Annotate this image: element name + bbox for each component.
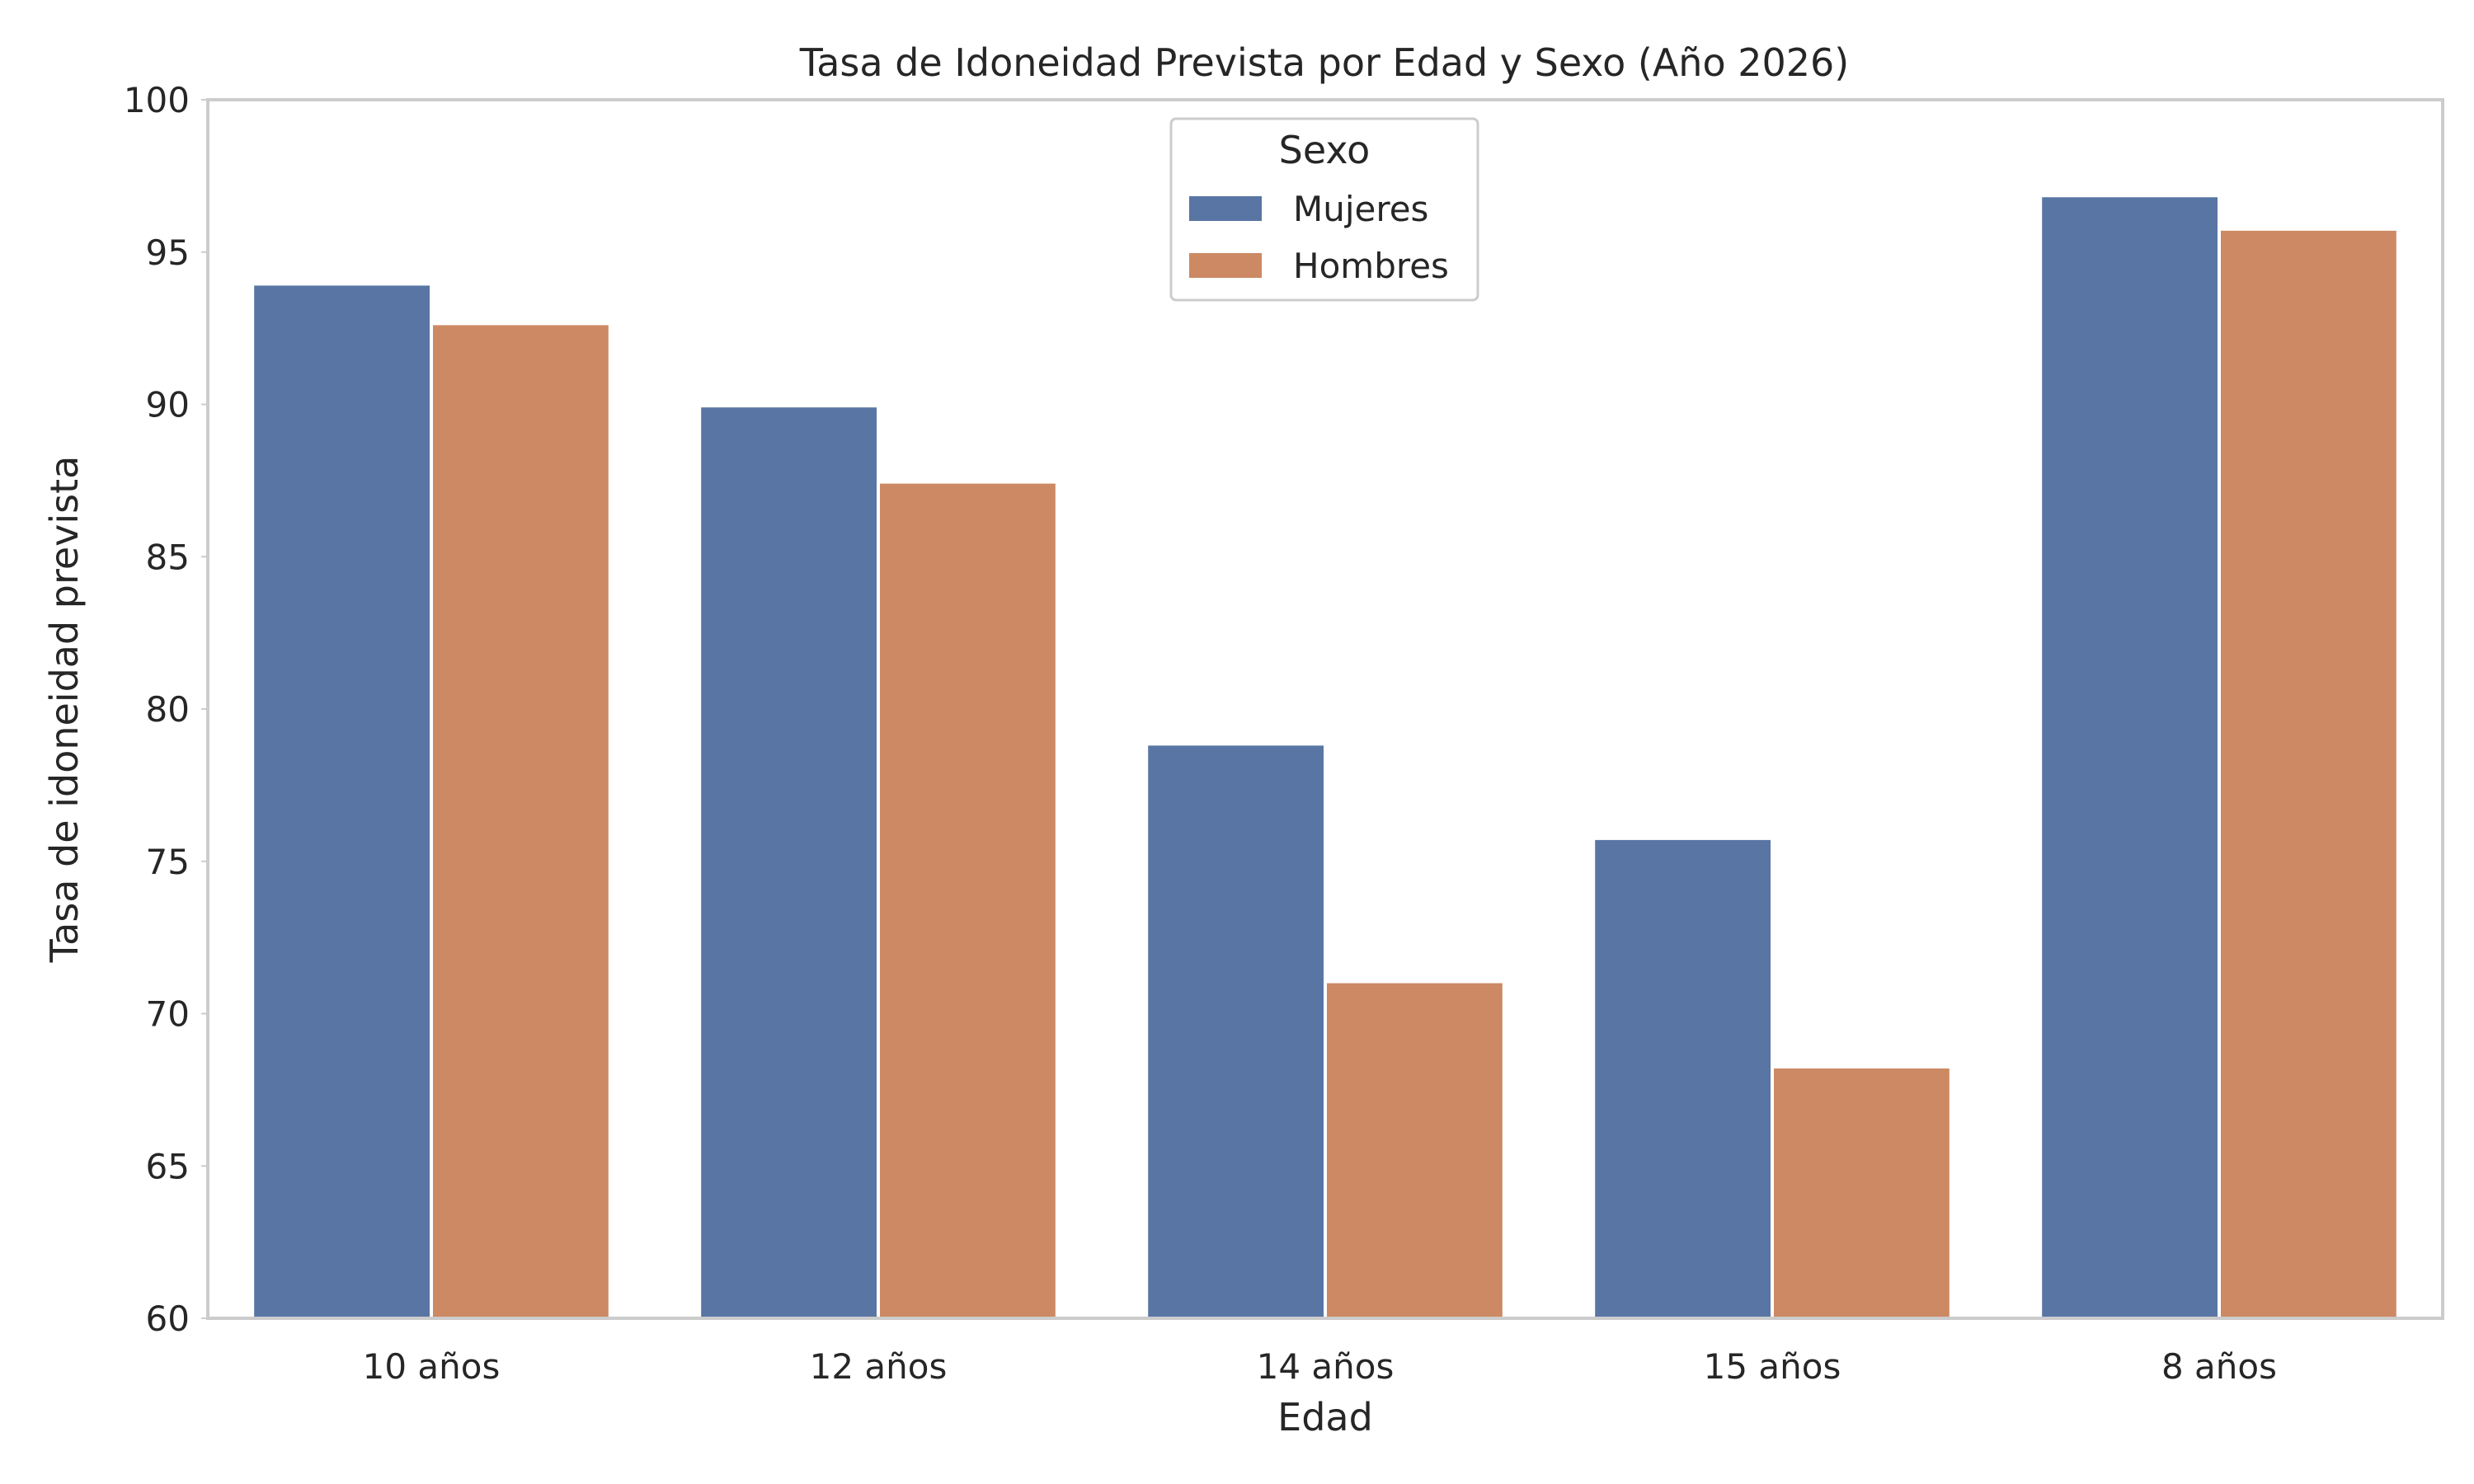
x-tick-label: 14 años (1257, 1346, 1395, 1387)
bar-mujeres-4 (2042, 197, 2218, 1319)
y-tick-label: 90 (146, 385, 190, 425)
chart-title: Tasa de Idoneidad Prevista por Edad y Se… (799, 40, 1849, 85)
y-tick-label: 75 (146, 842, 190, 882)
y-tick-label: 85 (146, 537, 190, 577)
x-axis-ticks: 10 años 12 años 14 años 15 años 8 años (363, 1346, 2277, 1387)
legend-label-mujeres: Mujeres (1293, 189, 1428, 229)
legend-swatch-mujeres (1189, 196, 1262, 221)
legend-title: Sexo (1279, 128, 1371, 172)
legend: Sexo Mujeres Hombres (1169, 117, 1479, 302)
y-tick-label: 95 (146, 232, 190, 273)
x-tick-label: 10 años (363, 1346, 501, 1387)
y-tick-label: 70 (146, 994, 190, 1035)
x-tick-label: 12 años (810, 1346, 948, 1387)
legend-swatch-hombres (1189, 253, 1262, 278)
bar-mujeres-3 (1595, 839, 1771, 1318)
y-axis-ticks: 60 65 70 75 80 85 90 95 100 (124, 80, 208, 1339)
bar-hombres-4 (2221, 230, 2396, 1318)
bar-hombres-2 (1327, 983, 1503, 1318)
y-tick-label: 80 (146, 689, 190, 730)
y-tick-label: 65 (146, 1146, 190, 1186)
bar-hombres-0 (433, 325, 609, 1319)
bar-mujeres-1 (701, 407, 877, 1318)
bar-hombres-1 (880, 483, 1056, 1318)
x-axis-label: Edad (1277, 1395, 1373, 1439)
bar-mujeres-0 (254, 285, 430, 1318)
legend-label-hombres: Hombres (1293, 246, 1449, 286)
bar-hombres-3 (1774, 1068, 1950, 1318)
x-tick-label: 15 años (1704, 1346, 1841, 1387)
bars-layer (254, 197, 2396, 1319)
y-tick-label: 100 (124, 80, 190, 120)
x-tick-label: 8 años (2161, 1346, 2277, 1387)
y-tick-label: 60 (146, 1298, 190, 1339)
bar-mujeres-2 (1148, 745, 1324, 1318)
y-axis-label: Tasa de idoneidad prevista (42, 456, 87, 964)
